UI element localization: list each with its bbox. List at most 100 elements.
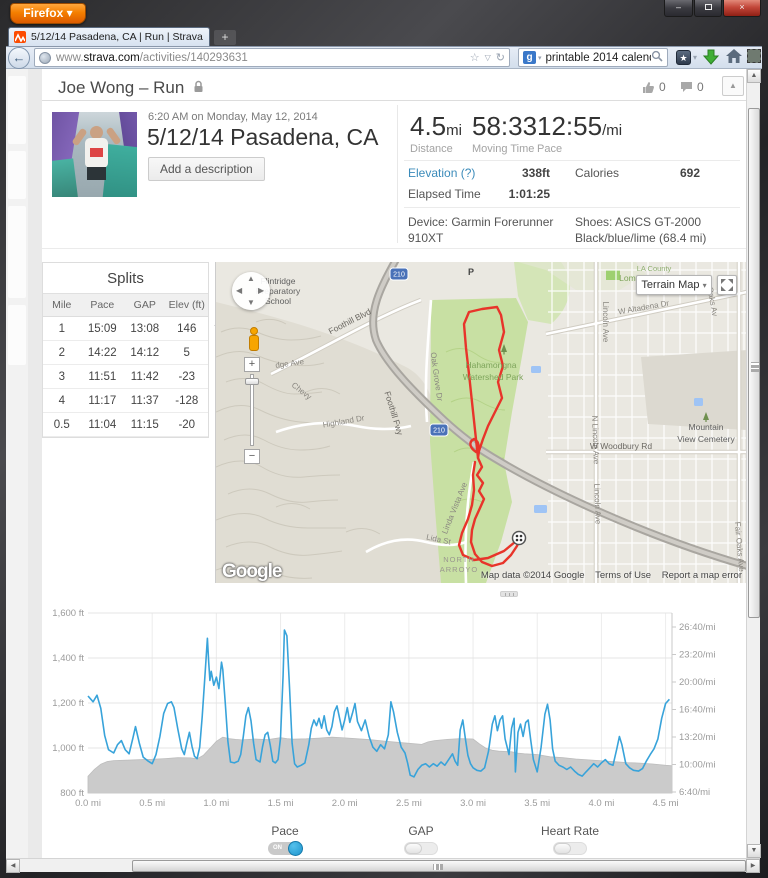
back-button[interactable]: ← — [8, 47, 30, 69]
chart-left-axis-tick: 1,600 ft — [52, 608, 84, 619]
search-box[interactable]: g ▾ printable 2014 calendar — [518, 48, 668, 67]
table-row[interactable]: 1 15:09 13:08 146 — [43, 317, 208, 341]
google-search-engine-icon[interactable]: g — [523, 51, 536, 64]
comments-count: 0 — [697, 80, 704, 94]
terms-of-use-link[interactable]: Terms of Use — [595, 570, 652, 581]
table-row[interactable]: 4 11:17 11:37 -128 — [43, 389, 208, 413]
toggle-group-pace: Pace ON — [240, 824, 330, 856]
url-domain: strava.com — [83, 51, 140, 64]
toggle-group-gap: GAP — [376, 824, 466, 855]
search-magnifier-icon[interactable] — [651, 50, 663, 65]
chart-x-axis-tick: 1.0 mi — [203, 798, 229, 809]
toggle-group-heart-rate: Heart Rate — [525, 824, 615, 855]
screenshot-addon-button[interactable] — [746, 49, 761, 63]
new-tab-button[interactable]: + — [214, 30, 236, 45]
gap-toggle[interactable] — [404, 842, 438, 855]
map-fullscreen-button[interactable] — [717, 275, 737, 295]
chart-right-axis-tick: 6:40/mi — [679, 787, 710, 798]
map-type-dropdown-icon: ▾ — [702, 281, 707, 290]
street-view-pegman[interactable] — [247, 327, 261, 353]
elapsed-label: Elapsed Time — [408, 187, 481, 201]
url-prefix: www. — [56, 51, 84, 64]
calories-label: Calories — [575, 166, 620, 180]
pace-toggle[interactable]: ON — [268, 841, 303, 856]
vertical-scrollbar[interactable]: ▲ ▼ — [746, 69, 761, 858]
park-area — [430, 298, 528, 583]
table-row[interactable]: 0.5 11:04 11:15 -20 — [43, 413, 208, 437]
page-gutter-divider — [28, 69, 42, 858]
map-label: N Lincoln Ave — [590, 415, 601, 465]
close-button[interactable]: × — [723, 0, 761, 17]
collapse-header-button[interactable]: ▲ — [722, 76, 744, 96]
report-map-error-link[interactable]: Report a map error — [661, 570, 742, 581]
athlete-activity-title: Joe Wong – Run — [58, 78, 185, 97]
scroll-right-icon: ▶ — [750, 863, 756, 869]
downloads-button[interactable] — [702, 49, 720, 70]
kudos-counter[interactable]: 0 — [642, 80, 666, 94]
map-label: Fair Oaks Ave — [733, 521, 746, 572]
map-label: ARROYO — [440, 565, 479, 574]
chart-x-axis-tick: 3.0 mi — [460, 798, 486, 809]
route-map[interactable]: 210 210 Flintridge Preparatory School P LA Co… — [215, 262, 746, 583]
activity-photo[interactable] — [52, 112, 137, 197]
zoom-slider-handle[interactable] — [245, 378, 259, 385]
zoom-in-button[interactable]: + — [244, 357, 260, 372]
splits-cell: 11:37 — [130, 394, 159, 407]
home-button[interactable] — [726, 49, 742, 69]
heart-rate-toggle[interactable] — [553, 842, 587, 855]
maximize-button[interactable] — [694, 0, 722, 17]
minimize-button[interactable]: – — [664, 0, 693, 17]
map-label: Lincoln Ave — [592, 483, 602, 525]
add-description-button[interactable]: Add a description — [148, 157, 265, 181]
horizontal-scrollbar[interactable]: ◀ ▶ — [6, 858, 760, 873]
pan-left-icon[interactable]: ◀ — [236, 286, 243, 295]
url-dropdown-icon[interactable]: ▽ — [484, 53, 491, 62]
pan-right-icon[interactable]: ▶ — [258, 286, 265, 295]
chart-resize-handle[interactable] — [500, 591, 518, 597]
firefox-menu-button[interactable]: Firefox ▾ — [10, 3, 86, 24]
highway-shield-label: 210 — [393, 272, 405, 279]
search-engine-dropdown-icon[interactable]: ▾ — [538, 54, 542, 62]
splits-cell: 146 — [177, 322, 197, 335]
browser-tab[interactable]: 5/12/14 Pasadena, CA | Run | Strava — [8, 27, 210, 46]
map-attribution: Map data ©2014 Google Terms of Use Repor… — [436, 570, 742, 581]
scroll-right-button[interactable]: ▶ — [746, 859, 760, 873]
splits-column-header: Mile — [52, 299, 72, 311]
toggle-label: GAP — [408, 824, 434, 838]
site-identity-globe-icon[interactable] — [39, 51, 51, 64]
splits-title: Splits — [43, 263, 208, 294]
maximize-icon — [704, 4, 712, 10]
zoom-slider-track[interactable] — [250, 374, 254, 446]
comments-counter[interactable]: 0 — [680, 80, 704, 94]
search-query[interactable]: printable 2014 calendar — [545, 51, 651, 64]
elapsed-value: 1:01:25 — [508, 187, 550, 201]
pan-up-icon[interactable]: ▲ — [247, 274, 255, 283]
reload-icon[interactable]: ↻ — [495, 52, 505, 64]
table-row[interactable]: 2 14:22 14:12 5 — [43, 341, 208, 365]
bookmark-star-icon[interactable]: ☆ — [469, 52, 480, 64]
scroll-down-icon: ▼ — [750, 847, 758, 854]
scroll-down-button[interactable]: ▼ — [747, 844, 761, 858]
elevation-link[interactable]: Elevation (?) — [408, 166, 476, 180]
map-pan-control[interactable]: ▲ ▼ ◀ ▶ — [232, 272, 270, 310]
url-path: /activities/140293631 — [139, 51, 248, 64]
zoom-out-button[interactable]: − — [244, 449, 260, 464]
table-row[interactable]: 3 11:51 11:42 -23 — [43, 365, 208, 389]
minimize-icon: – — [675, 2, 681, 12]
map-label: Lincoln Ave — [601, 302, 610, 343]
chart-left-axis-tick: 1,000 ft — [52, 743, 84, 754]
scroll-up-button[interactable]: ▲ — [747, 69, 761, 83]
vertical-scrollbar-thumb[interactable] — [748, 108, 760, 618]
splits-cell: 11:42 — [130, 370, 159, 383]
horizontal-scrollbar-thumb[interactable] — [132, 860, 746, 872]
map-label: Hahamongna — [465, 360, 516, 370]
elevation-pace-chart[interactable]: 1,600 ft 1,400 ft 1,200 ft 1,000 ft 800 ft 26… — [40, 600, 746, 822]
url-bar[interactable]: www.strava.com/activities/140293631 ☆ ▽ … — [34, 48, 510, 67]
chart-left-axis-tick: 800 ft — [60, 788, 84, 799]
map-type-button[interactable]: Terrain Map ▾ — [636, 275, 712, 295]
pan-down-icon[interactable]: ▼ — [247, 298, 255, 307]
bookmarks-menu-button[interactable]: ★ ▾ — [676, 49, 702, 66]
map-copyright: Map data ©2014 Google — [480, 570, 585, 581]
scroll-left-button[interactable]: ◀ — [6, 859, 20, 873]
